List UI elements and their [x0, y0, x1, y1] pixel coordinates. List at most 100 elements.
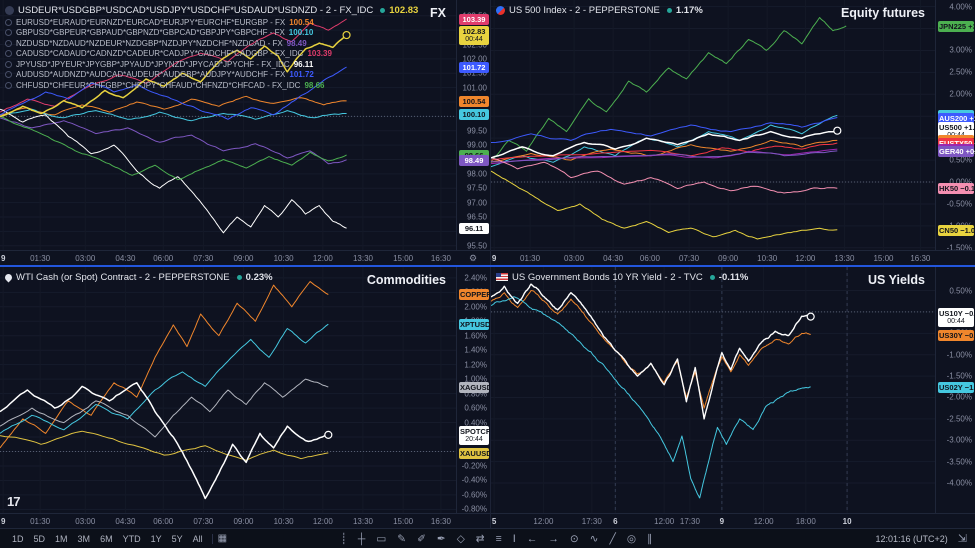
source-icon	[5, 60, 12, 68]
legend-row[interactable]: US Government Bonds 10 YR Yield - 2 - TV…	[496, 270, 748, 284]
price-tick: 0.80%	[464, 389, 487, 399]
equity-chart-canvas[interactable]	[491, 0, 935, 250]
equity-time-axis[interactable]: 9 01:30 03:00 04:30 06:00 07:30 09:00 10:30 12:0…	[491, 250, 935, 265]
series-EUSTX50[interactable]	[491, 142, 838, 161]
equity-price-scale[interactable]: 4.00%3.50%3.00%2.50%2.00%1.50%1.00%0.50%…	[935, 0, 975, 252]
series-AUD[interactable]	[0, 66, 347, 120]
price-tick: 0.60%	[464, 403, 487, 413]
legend-row[interactable]: EURUSD*EURAUD*EURNZD*EURCAD*EURJPY*EURCH…	[5, 17, 418, 28]
price-tick: -3.00%	[946, 435, 972, 445]
compare-icon[interactable]: ⇄	[475, 532, 485, 545]
time-label: 9	[0, 517, 6, 526]
axis-settings-icon[interactable]: ⚙	[456, 250, 490, 265]
series-CHF[interactable]	[0, 115, 347, 181]
time-label: 12:00	[654, 517, 675, 526]
legend-row[interactable]: GBPUSD*GBPEUR*GBPAUD*GBPNZD*GBPCAD*GBPJP…	[5, 28, 418, 39]
series-XAUUSD[interactable]	[0, 430, 329, 461]
layers-icon[interactable]: ≡	[495, 532, 502, 545]
date-range-icon[interactable]: ▦	[217, 533, 228, 544]
commodities-price-scale[interactable]: 2.40%2.20%2.00%1.80%1.60%1.40%1.20%1.00%…	[456, 267, 490, 514]
fx-price-scale[interactable]: 103.50103.00102.50102.00101.50101.00100.…	[456, 0, 490, 250]
text-cursor-icon[interactable]: Ⅰ	[512, 532, 516, 545]
range-button-6m[interactable]: 6M	[100, 533, 113, 544]
time-label: 06:00	[153, 254, 174, 263]
series-US30Y[interactable]	[491, 290, 811, 409]
series-SPOTCRUDE[interactable]	[0, 382, 329, 500]
arrow-right-icon[interactable]: →	[548, 532, 559, 545]
series-US500[interactable]	[491, 129, 838, 159]
pencil-icon[interactable]: ✎	[397, 532, 407, 545]
range-button-1m[interactable]: 1M	[55, 533, 68, 544]
trendline-icon[interactable]: ╱	[609, 532, 616, 545]
range-button-5d[interactable]: 5D	[33, 533, 46, 544]
series-JPY[interactable]	[0, 108, 347, 234]
price-label-GER40: GER40 +0.71%	[938, 145, 975, 157]
series-NZD[interactable]	[0, 117, 347, 165]
legend-row[interactable]: AUDUSD*AUDNZD*AUDCAD*AUDEUR*AUDGBP*AUDJP…	[5, 70, 418, 81]
legend-row[interactable]: JPYUSD*JPYEUR*JPYGBP*JPYAUD*JPYNZD*JPYCA…	[5, 59, 418, 70]
yields-chart-canvas[interactable]	[491, 267, 935, 513]
pen-icon[interactable]: ✒	[436, 532, 446, 545]
series-JPN225[interactable]	[491, 17, 847, 163]
price-tick: 1.00%	[464, 374, 487, 384]
time-label: 01:30	[30, 517, 51, 526]
series-US02Y[interactable]	[491, 296, 811, 499]
panel-equity-futures: US 500 Index - 2 - PEPPERSTONE 1.17% Equi…	[491, 0, 975, 265]
bullseye-icon[interactable]: ⊙	[569, 532, 579, 545]
countdown: 00:44	[939, 132, 973, 140]
yields-time-axis[interactable]: 5 12:00 17:30 6 12:00 17:30 9 12:00 18:00 10	[491, 513, 935, 528]
series-XPTUSD[interactable]	[0, 323, 329, 434]
range-button-1y[interactable]: 1Y	[150, 533, 162, 544]
series-US30[interactable]	[491, 139, 838, 163]
time-label: 10:30	[273, 254, 294, 263]
legend-row[interactable]: NZDUSD*NZDAUD*NZDEUR*NZDGBP*NZDJPY*NZDCH…	[5, 38, 418, 49]
anchor-icon[interactable]: ◎	[626, 532, 636, 545]
series-US10Y[interactable]	[491, 283, 811, 420]
wave-icon[interactable]: ∿	[589, 532, 599, 545]
legend-value: 1.17%	[675, 4, 703, 16]
fx-time-axis[interactable]: 9 01:30 03:00 04:30 06:00 07:30 09:00 10:30 12:0…	[0, 250, 456, 265]
brush-icon[interactable]: ✐	[417, 532, 426, 545]
market-status-dot	[236, 274, 242, 280]
range-button-all[interactable]: All	[192, 533, 203, 544]
legend-row[interactable]: USDEUR*USDGBP*USDCAD*USDJPY*USDCHF*USDAU…	[5, 3, 418, 17]
range-button-ytd[interactable]: YTD	[122, 533, 141, 544]
commodities-time-axis[interactable]: 9 01:30 03:00 04:30 06:00 07:30 09:00 10:30 12:0…	[0, 513, 456, 528]
more-icon[interactable]: ┊	[340, 532, 347, 545]
fullscreen-icon[interactable]: ⇲	[957, 533, 967, 545]
series-COPPER[interactable]	[0, 281, 329, 449]
fx-chart-canvas[interactable]	[0, 0, 456, 250]
range-button-1d[interactable]: 1D	[12, 533, 24, 544]
series-XAGUSD[interactable]	[0, 378, 329, 438]
panel-divider-horizontal[interactable]	[0, 265, 975, 267]
series-CN50[interactable]	[491, 170, 838, 240]
series-EUR[interactable]	[0, 95, 347, 116]
commodities-chart-canvas[interactable]	[0, 267, 456, 513]
tradingview-logo[interactable]: 17	[7, 494, 21, 509]
series-CAD[interactable]	[0, 18, 347, 113]
legend-row[interactable]: WTI Cash (or Spot) Contract - 2 - PEPPER…	[3, 270, 273, 284]
series-AUS200[interactable]	[491, 117, 838, 143]
series-GBP[interactable]	[0, 108, 347, 122]
legend-row[interactable]: CADUSD*CADAUD*CADNZD*CADEUR*CADJPY*CADCH…	[5, 49, 418, 60]
price-tick: 98.00	[466, 169, 487, 179]
legend-row[interactable]: US 500 Index - 2 - PEPPERSTONE 1.17%	[496, 3, 703, 17]
series-GER40[interactable]	[491, 150, 838, 163]
panel-divider-vertical[interactable]	[490, 0, 491, 528]
time-label: 06:00	[639, 254, 660, 263]
series-USD[interactable]	[0, 34, 348, 118]
range-button-3m[interactable]: 3M	[77, 533, 91, 544]
yields-price-scale[interactable]: 0.50%0.00%-0.50%-1.00%-1.50%-2.00%-2.50%…	[935, 267, 975, 513]
series-UK100[interactable]	[491, 148, 838, 165]
range-button-5y[interactable]: 5Y	[171, 533, 183, 544]
equity-legend: US 500 Index - 2 - PEPPERSTONE 1.17%	[496, 3, 703, 17]
parallel-channel-icon[interactable]: ∥	[646, 532, 653, 545]
legend-row[interactable]: CHFUSD*CHFEUR*CHFGBP*CHFJPY*CHFAUD*CHFNZ…	[5, 80, 418, 91]
series-HK50[interactable]	[491, 157, 838, 194]
arrow-left-icon[interactable]: ←	[526, 532, 538, 545]
price-label-XAGUSD: XAGUSD +0.89%	[459, 382, 490, 394]
clock[interactable]: 12:01:16 (UTC+2)	[875, 533, 948, 544]
crosshair-icon[interactable]: ┼	[357, 532, 366, 545]
rectangle-icon[interactable]: ▭	[376, 532, 387, 545]
shapes-icon[interactable]: ◇	[456, 532, 465, 545]
